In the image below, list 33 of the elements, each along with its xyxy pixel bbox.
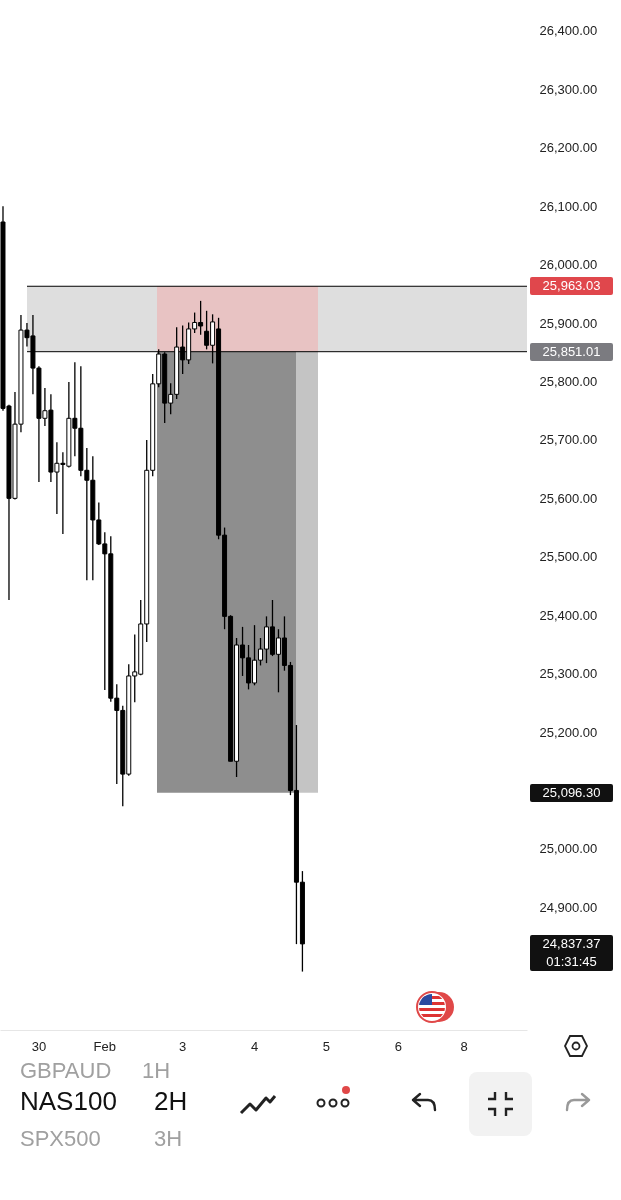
y-tick-label: 25,200.00 [539, 724, 598, 740]
y-tick-label: 26,300.00 [539, 81, 598, 97]
y-tick-label: 26,100.00 [539, 198, 598, 214]
y-tick-label: 25,300.00 [539, 666, 598, 682]
x-tick-label: 5 [322, 1038, 330, 1054]
y-tick-label: 26,200.00 [539, 140, 598, 156]
x-tick-label: Feb [93, 1038, 116, 1054]
text: NAS100 [20, 1086, 117, 1117]
x-tick-label: 6 [394, 1038, 402, 1054]
y-tick-label: 26,400.00 [539, 23, 598, 39]
text: GBPAUD [20, 1058, 112, 1084]
y-tick-label: 25,400.00 [539, 607, 598, 623]
text: 25,963.03 [530, 277, 613, 296]
text: 1H [142, 1058, 171, 1084]
y-tick-label: 25,800.00 [539, 374, 598, 389]
text: 3H [154, 1126, 183, 1152]
y-tick-label: 25,700.00 [539, 432, 598, 448]
y-tick-label: 25,000.00 [539, 841, 598, 857]
y-tick-label: 26,000.00 [539, 257, 598, 273]
y-tick-label: 25,500.00 [539, 549, 598, 565]
y-tick-label: 25,900.00 [539, 315, 598, 331]
text: SPX500 [20, 1126, 101, 1152]
x-tick-label: 4 [250, 1038, 259, 1054]
text: 25,096.30 [530, 783, 613, 802]
text: 25,851.01 [530, 342, 613, 361]
x-tick-label: 3 [179, 1038, 187, 1054]
text: 24,837.37 [542, 935, 601, 951]
text: 01:31:45 [545, 952, 598, 971]
y-tick-label: 25,600.00 [539, 490, 598, 506]
y-tick-label: 24,900.00 [539, 899, 598, 915]
x-tick-label: 30 [31, 1038, 47, 1054]
x-tick-label: 8 [460, 1038, 468, 1054]
text: 2H [154, 1086, 188, 1117]
